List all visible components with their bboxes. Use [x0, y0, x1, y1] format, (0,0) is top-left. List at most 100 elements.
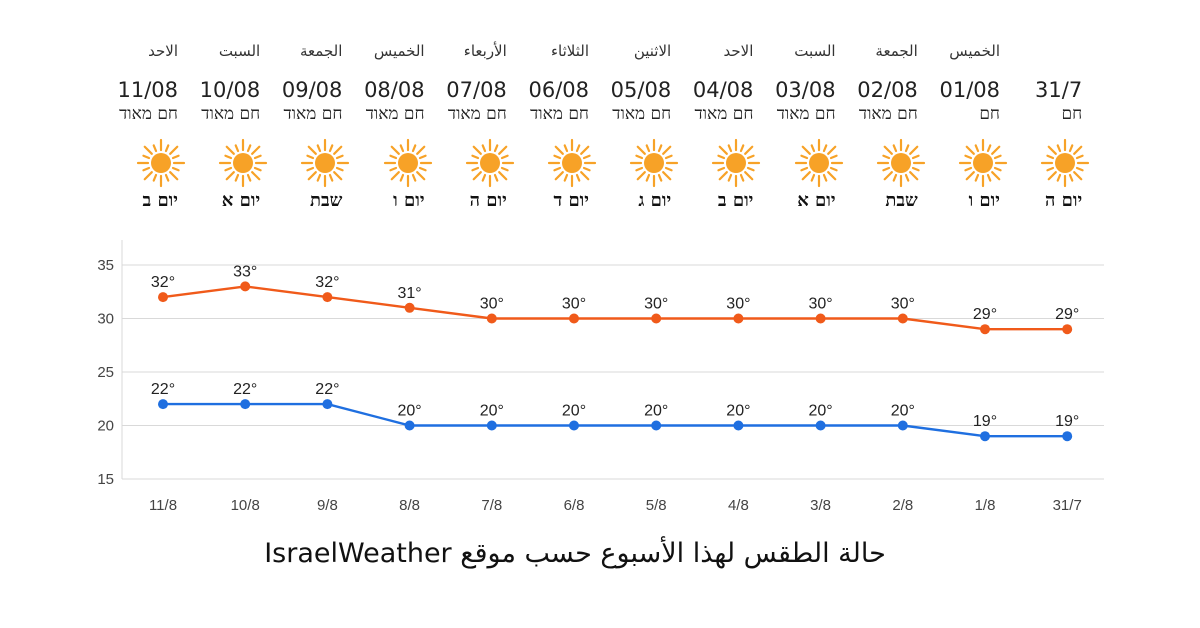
forecast-day-hebrew: יום ב — [717, 190, 754, 211]
forecast-day-name: الجمعة — [300, 42, 343, 60]
forecast-day-date: 02/08 — [857, 78, 918, 102]
caption: حالة الطقس لهذا الأسبوع حسب موقع IsraelW… — [264, 538, 886, 569]
sun-icon — [465, 138, 515, 188]
y-tick-label: 35 — [97, 257, 114, 274]
forecast-day-name: الخميس — [373, 42, 425, 60]
high-point — [815, 313, 826, 324]
y-tick-label: 30 — [97, 311, 114, 328]
forecast-day-date: 03/08 — [775, 78, 836, 102]
forecast-day-name: السبت — [218, 42, 261, 60]
high-point — [322, 292, 333, 303]
x-tick-label: 5/8 — [646, 497, 667, 514]
x-tick-label: 9/8 — [317, 497, 338, 514]
x-tick-label: 6/8 — [564, 497, 585, 514]
sun-icon — [136, 138, 186, 188]
forecast-day-date: 09/08 — [281, 78, 343, 102]
forecast-day-condition: חם מאוד — [694, 104, 754, 124]
forecast-day-name: الأربعاء — [463, 42, 507, 60]
sun-icon — [547, 138, 597, 188]
high-point — [1062, 324, 1073, 335]
high-point — [158, 292, 168, 303]
low-data-label: 22° — [233, 381, 257, 398]
high-data-label: 31° — [397, 285, 421, 302]
low-point — [486, 420, 497, 431]
high-data-label: 30° — [562, 296, 586, 313]
sun-icon — [711, 138, 761, 188]
x-tick-label: 8/8 — [399, 497, 420, 514]
forecast-day: الاحد 04/08 חם מאוד יום ב — [663, 0, 761, 220]
forecast-day: 31/7 חם יום ה — [992, 0, 1090, 220]
forecast-day: الأربعاء 07/08 חם מאוד יום ה — [417, 0, 514, 220]
high-point — [569, 313, 579, 324]
forecast-day-date: 01/08 — [939, 78, 1000, 102]
x-tick-label: 3/8 — [810, 497, 831, 514]
forecast-day-name: السبت — [794, 42, 836, 60]
high-data-label: 30° — [644, 296, 668, 313]
forecast-day: السبت 10/08 חם מאוד יום א — [170, 0, 268, 220]
low-point — [569, 420, 579, 431]
sun-icon — [300, 138, 350, 188]
forecast-day-hebrew: יום ה — [469, 190, 507, 211]
high-data-label: 33° — [233, 263, 257, 280]
forecast-day-condition: חם מאוד — [858, 104, 918, 124]
sun-icon — [958, 138, 1008, 188]
forecast-day-hebrew: יום ב — [142, 190, 179, 211]
low-point — [158, 399, 168, 410]
low-point — [322, 399, 333, 410]
forecast-day-date: 10/08 — [199, 78, 261, 102]
x-tick-label: 11/8 — [149, 497, 177, 514]
x-tick-label: 31/7 — [1053, 497, 1082, 514]
forecast-day-condition: חם מאוד — [201, 104, 261, 124]
temperature-chart: 15 20 25 30 35 11/8 10/8 9/8 8/8 7/8 6/8 5/8 4/8 3/8 2… — [97, 240, 1104, 514]
forecast-day-name: الجمعة — [875, 42, 918, 60]
high-point — [651, 313, 662, 324]
forecast-day-date: 05/08 — [610, 78, 672, 102]
low-point — [404, 420, 415, 431]
forecast-day: الاحد 11/08 חם מאוד יום ב — [88, 0, 186, 220]
low-point — [733, 420, 744, 431]
high-data-label: 30° — [726, 296, 750, 313]
forecast-day: الجمعة 02/08 חם מאוד שבת — [828, 0, 925, 220]
low-data-label: 20° — [808, 403, 832, 420]
forecast-day-name: الاحد — [723, 42, 754, 60]
forecast-day-name: الثلاثاء — [550, 42, 589, 60]
forecast-day-hebrew: יום ג — [638, 190, 672, 211]
y-tick-label: 25 — [97, 364, 114, 381]
low-point — [1062, 431, 1073, 442]
forecast-day-date: 07/08 — [446, 78, 507, 102]
low-point — [980, 431, 990, 442]
low-data-label: 22° — [315, 381, 339, 398]
high-data-label: 30° — [480, 296, 504, 313]
high-data-label: 30° — [808, 296, 832, 313]
forecast-day-condition: חם מאוד — [119, 104, 178, 124]
forecast-day-hebrew: שבת — [309, 190, 343, 211]
forecast-day-date: 11/08 — [117, 78, 178, 102]
forecast-day-condition: חם מאוד — [530, 104, 589, 124]
forecast-day-hebrew: שבת — [885, 190, 918, 211]
high-point — [240, 281, 251, 292]
high-data-label: 30° — [891, 296, 915, 313]
low-data-label: 20° — [891, 403, 915, 420]
forecast-strip: الاحد 11/08 חם מאוד יום ב السبت 10/08 חם מאוד י… — [0, 0, 1200, 220]
sun-icon — [1040, 138, 1090, 188]
low-point — [651, 420, 662, 431]
x-tick-label: 2/8 — [892, 497, 913, 514]
low-data-label: 19° — [973, 413, 997, 430]
high-data-label: 32° — [151, 274, 175, 291]
forecast-day-date: 31/7 — [1035, 78, 1083, 102]
x-tick-label: 10/8 — [231, 497, 260, 514]
sun-icon — [794, 138, 844, 188]
x-tick-label: 1/8 — [975, 497, 996, 514]
low-series-line — [163, 402, 1068, 438]
low-data-label: 20° — [644, 403, 668, 420]
forecast-day-name: الاحد — [148, 42, 178, 60]
forecast-day-condition: חם — [1061, 104, 1083, 124]
sun-icon — [218, 138, 268, 188]
forecast-day: الخميس 01/08 חם יום ו — [910, 0, 1008, 220]
low-data-label: 19° — [1055, 413, 1079, 430]
forecast-day-hebrew: יום ד — [553, 190, 589, 211]
high-point — [897, 313, 908, 324]
forecast-day-hebrew: יום א — [797, 190, 836, 211]
forecast-day-name: الخميس — [949, 42, 1000, 60]
low-data-label: 20° — [726, 403, 750, 420]
